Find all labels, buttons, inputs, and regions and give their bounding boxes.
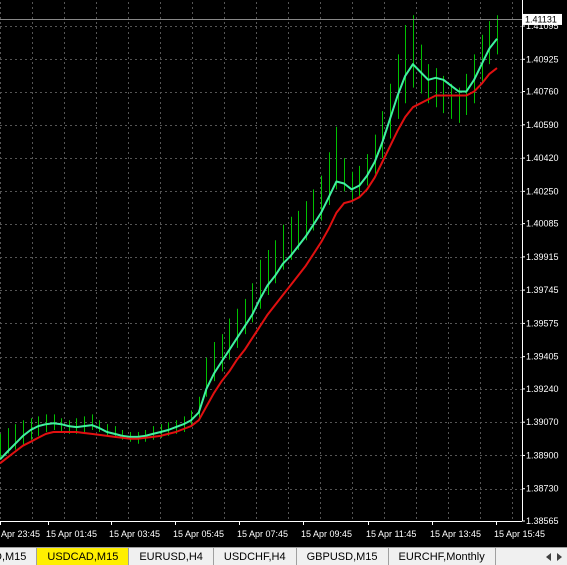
current-price-label: 1.41131 (525, 14, 557, 24)
time-axis-label: 15 Apr 15:45 (494, 529, 545, 539)
chart-grid (0, 0, 523, 522)
time-axis-label: 15 Apr 09:45 (301, 529, 352, 539)
price-axis-label: 1.39240 (526, 384, 559, 394)
slow-ma-line (0, 67, 498, 465)
tab-scroll-controls (543, 548, 567, 565)
price-axis-label: 1.39575 (526, 318, 559, 328)
tab-eurchf-monthly[interactable]: EURCHF,Monthly (389, 548, 496, 565)
price-axis-label: 1.40250 (526, 186, 559, 196)
price-axis-label: 1.39405 (526, 352, 559, 362)
current-price-marker: 1.41131 (0, 13, 562, 25)
chart-canvas[interactable]: 1.41095 1.40925 1.40760 1.40590 1.40420 1.402… (0, 0, 567, 547)
time-axis-label: 15 Apr 07:45 (237, 529, 288, 539)
fast-ma-line (0, 38, 498, 461)
chart-background (0, 0, 567, 547)
time-axis-label: 15 Apr 01:45 (46, 529, 97, 539)
price-axis-label: 1.40925 (526, 54, 559, 64)
price-axis-label: 1.40085 (526, 219, 559, 229)
scroll-right-icon[interactable] (557, 552, 562, 561)
chart-tabs-bar: D,M15 USDCAD,M15 EURUSD,H4 USDCHF,H4 GBP… (0, 547, 567, 565)
moving-averages (0, 38, 498, 465)
price-chart[interactable]: 1.41095 1.40925 1.40760 1.40590 1.40420 1.402… (0, 0, 567, 547)
price-axis-label: 1.38730 (526, 484, 559, 494)
time-axis: Apr 23:45 15 Apr 01:45 15 Apr 03:45 15 Apr … (0, 521, 545, 539)
tab-usdchf-h4[interactable]: USDCHF,H4 (214, 548, 297, 565)
price-axis-label: 1.40420 (526, 153, 559, 163)
price-axis-label: 1.38900 (526, 450, 559, 460)
price-axis: 1.41095 1.40925 1.40760 1.40590 1.40420 1.402… (522, 21, 559, 526)
time-axis-label: Apr 23:45 (1, 529, 40, 539)
tab-eurusd-h4[interactable]: EURUSD,H4 (129, 548, 214, 565)
price-axis-label: 1.39915 (526, 252, 559, 262)
time-axis-label: 15 Apr 11:45 (366, 529, 416, 539)
price-bars (0, 15, 498, 458)
scroll-left-icon[interactable] (546, 552, 551, 561)
tab-d-m15[interactable]: D,M15 (0, 548, 38, 565)
price-axis-label: 1.38565 (526, 516, 559, 526)
price-axis-label: 1.39070 (526, 417, 559, 427)
time-axis-label: 15 Apr 05:45 (173, 529, 224, 539)
tab-gbpusd-m15[interactable]: GBPUSD,M15 (297, 548, 389, 565)
price-axis-label: 1.39745 (526, 285, 559, 295)
time-axis-label: 15 Apr 13:45 (430, 529, 481, 539)
tab-usdcad-m15[interactable]: USDCAD,M15 (37, 548, 130, 565)
time-axis-label: 15 Apr 03:45 (109, 529, 160, 539)
price-axis-label: 1.41095 (526, 21, 559, 31)
price-axis-label: 1.40590 (526, 120, 559, 130)
current-price-box (522, 13, 562, 25)
price-axis-label: 1.40760 (526, 87, 559, 97)
